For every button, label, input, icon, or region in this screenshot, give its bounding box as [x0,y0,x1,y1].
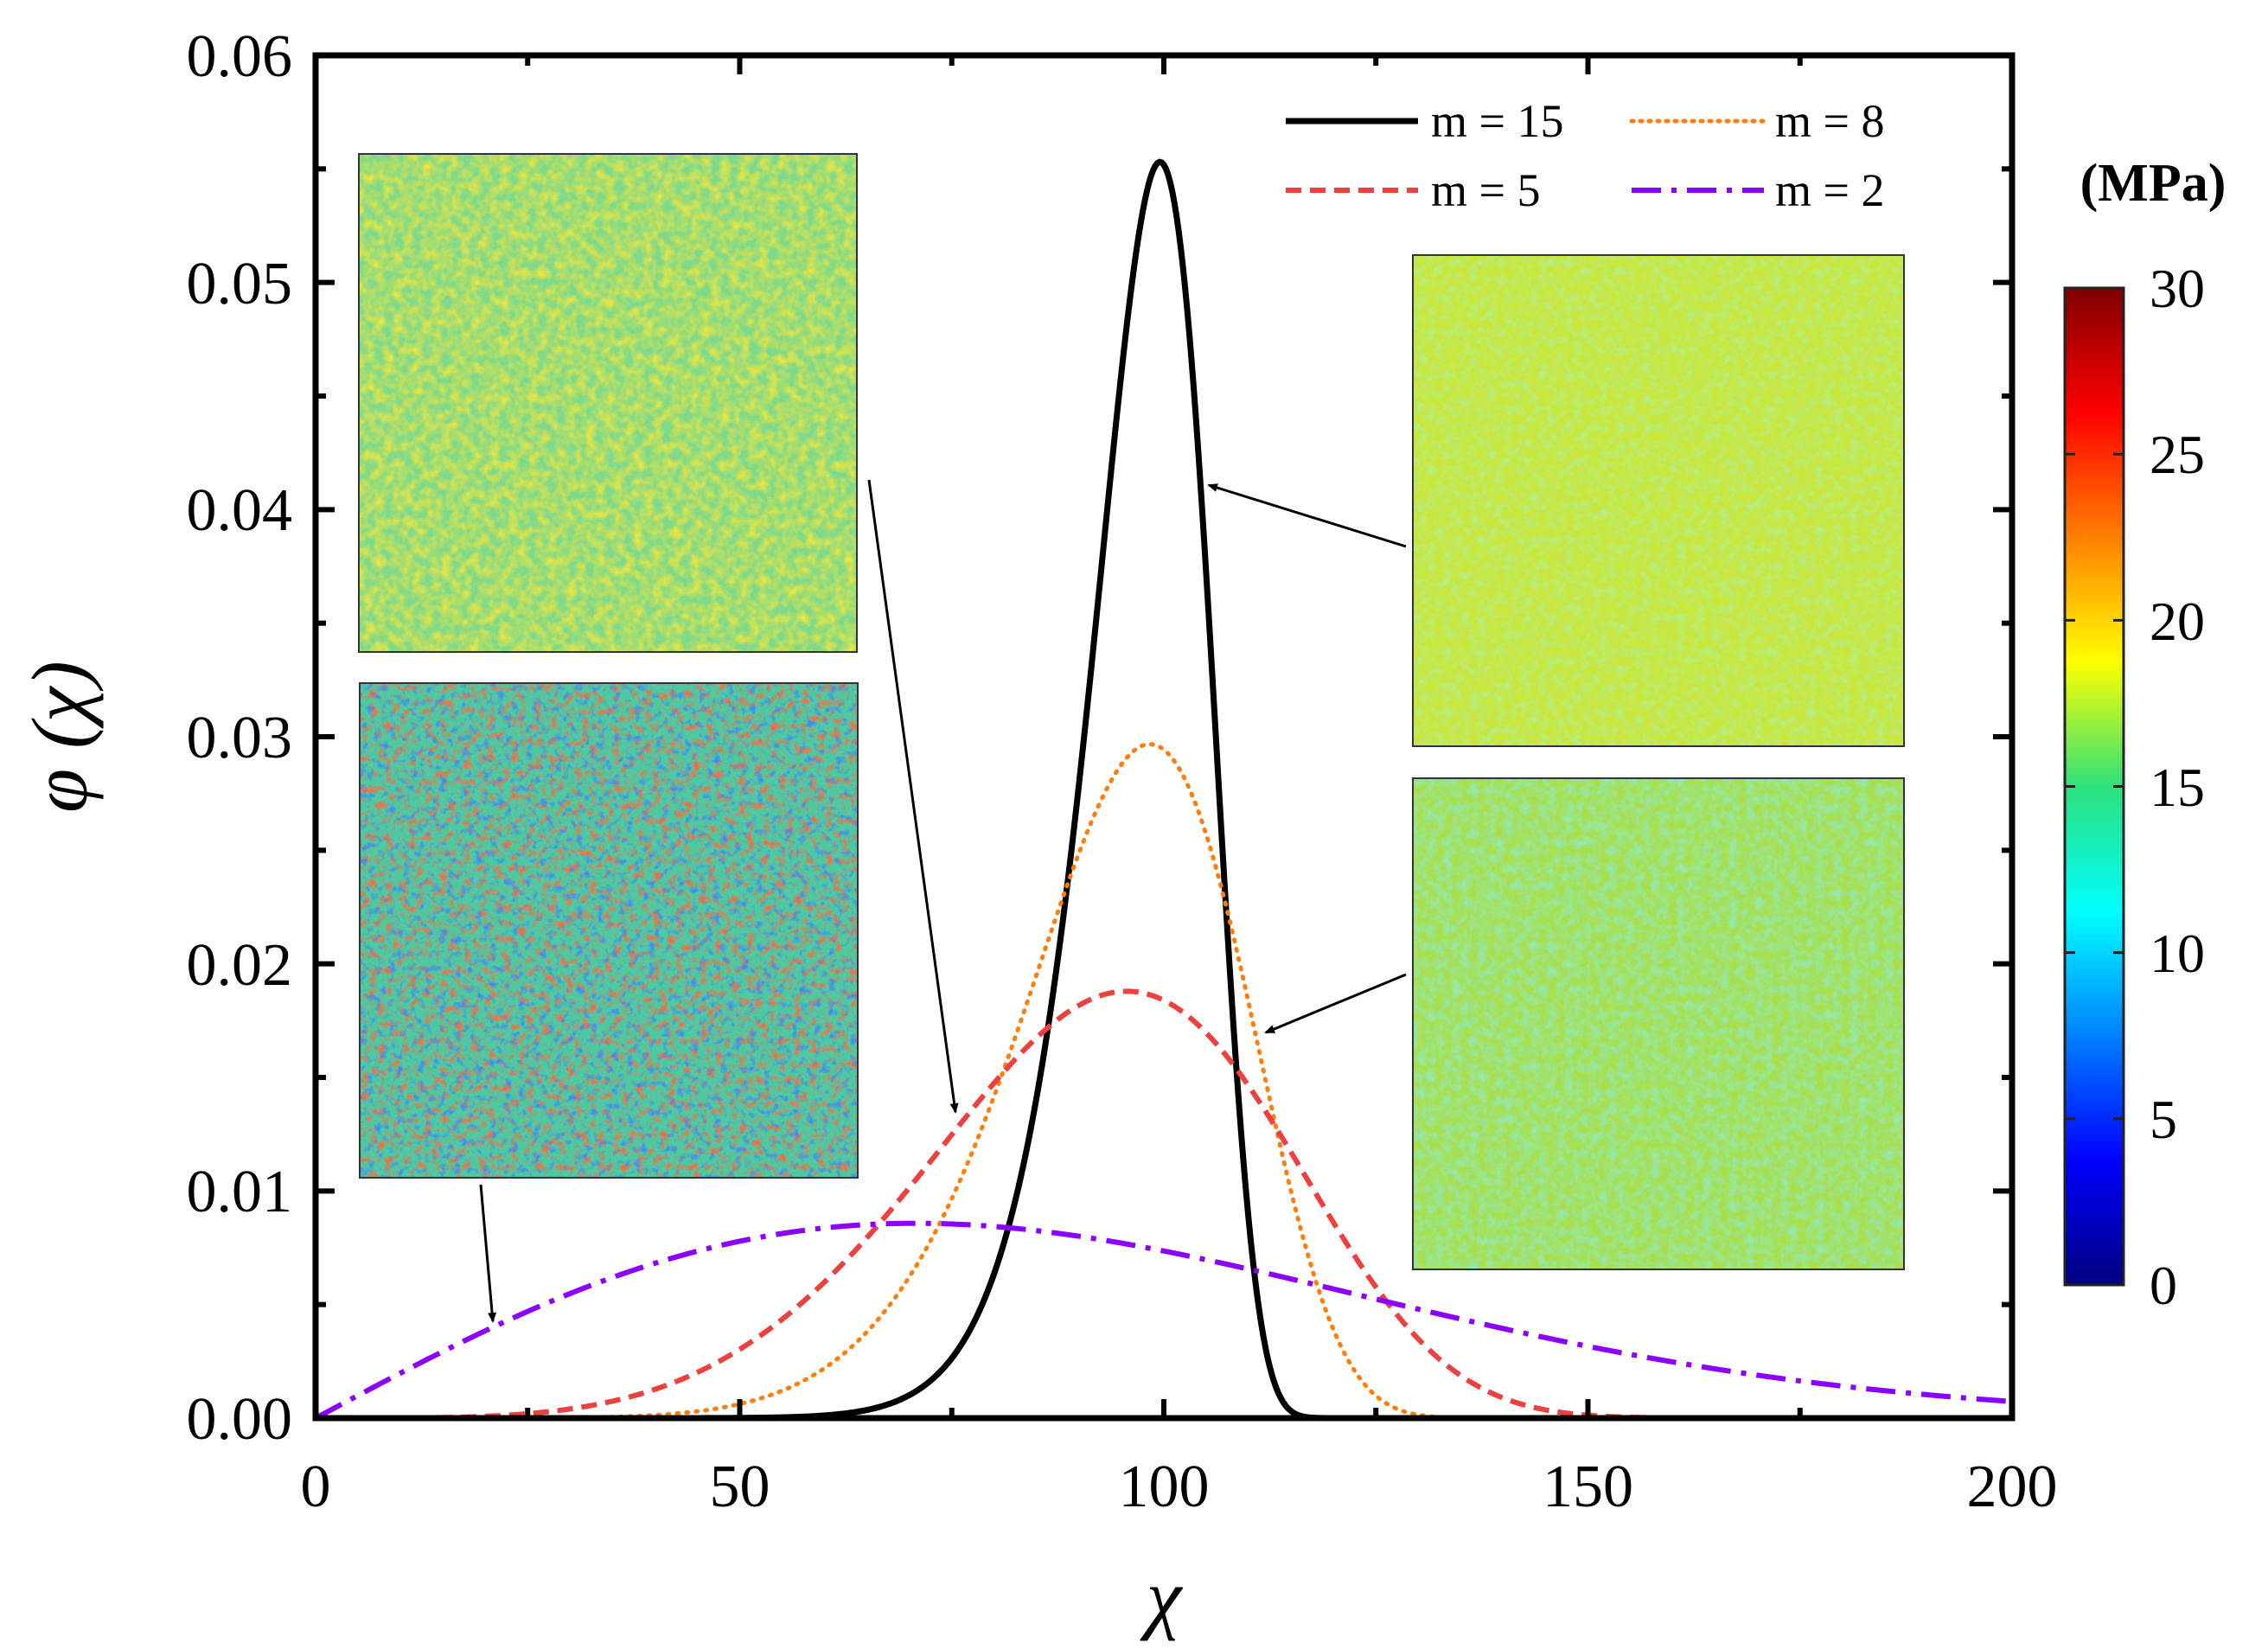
arrow-m8 [1264,973,1407,1034]
y-tick-label: 0.03 [187,705,293,771]
inset-map-m15 [1412,254,1905,747]
annotation-arrows [479,479,1407,1323]
colorbar-ticks [2065,286,2124,1287]
colorbar-tick-label: 25 [2150,424,2205,485]
x-tick-label: 100 [1119,1454,1210,1520]
colorbar-tick-label: 30 [2150,258,2205,319]
x-axis-title: χ [1140,1553,1184,1641]
colorbar-tick-label: 15 [2150,757,2205,818]
x-tick-label: 200 [1967,1454,2058,1520]
axis-ticks [313,53,2015,1421]
arrow-m2 [479,1184,497,1323]
colorbar-unit: (MPa) [2080,154,2226,213]
series-line-m2 [314,1220,2013,1421]
legend-label-m15: m = 15 [1431,95,1563,147]
legend-label-m5: m = 5 [1431,164,1540,216]
y-tick-label: 0.06 [187,23,293,90]
y-tick-label: 0.02 [187,932,293,999]
x-axis: 0 50 100 150 200 χ [301,1454,2058,1641]
y-tick-label: 0.01 [187,1159,293,1225]
y-tick-label: 0.05 [187,251,293,317]
x-tick-label: 150 [1543,1454,1633,1520]
arrow-m15 [1207,483,1407,548]
arrow-m5 [867,479,959,1114]
legend-label-m2: m = 2 [1775,164,1884,216]
colorbar: (MPa) 0 5 10 15 20 25 30 [2063,154,2226,1316]
y-tick-label: 0.00 [187,1386,293,1453]
legend-label-m8: m = 8 [1775,95,1884,147]
x-tick-label: 0 [301,1454,331,1520]
legend: m = 15 m = 8 m = 5 m = 2 [1286,95,1884,216]
inset-map-m5 [358,153,858,653]
inset-map-m8 [1412,777,1905,1270]
y-axis: 0.00 0.01 0.02 0.03 0.04 0.05 0.06 φ (χ) [16,23,292,1453]
x-tick-label: 50 [710,1454,770,1520]
inset-map-m2 [359,682,859,1179]
colorbar-tick-label: 5 [2150,1089,2177,1150]
y-tick-label: 0.04 [187,477,293,544]
colorbar-tick-label: 20 [2150,591,2205,652]
colorbar-tick-label: 0 [2150,1255,2177,1316]
colorbar-tick-label: 10 [2150,923,2205,984]
y-axis-title: φ (χ) [16,661,104,813]
